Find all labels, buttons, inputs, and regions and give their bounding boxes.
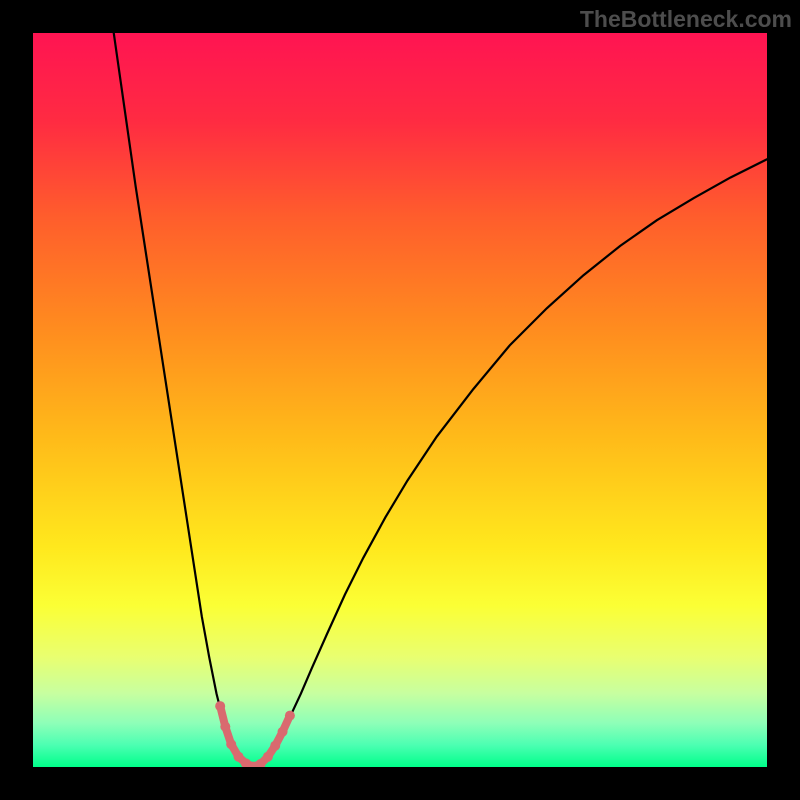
watermark-label: TheBottleneck.com bbox=[580, 6, 792, 33]
highlight-marker bbox=[263, 752, 273, 762]
highlight-marker bbox=[285, 711, 295, 721]
bottleneck-chart bbox=[0, 0, 800, 800]
highlight-marker bbox=[215, 701, 225, 711]
plot-area bbox=[33, 33, 767, 767]
highlight-marker bbox=[220, 722, 230, 732]
highlight-marker bbox=[278, 727, 288, 737]
highlight-marker bbox=[270, 741, 280, 751]
highlight-marker bbox=[226, 739, 236, 749]
